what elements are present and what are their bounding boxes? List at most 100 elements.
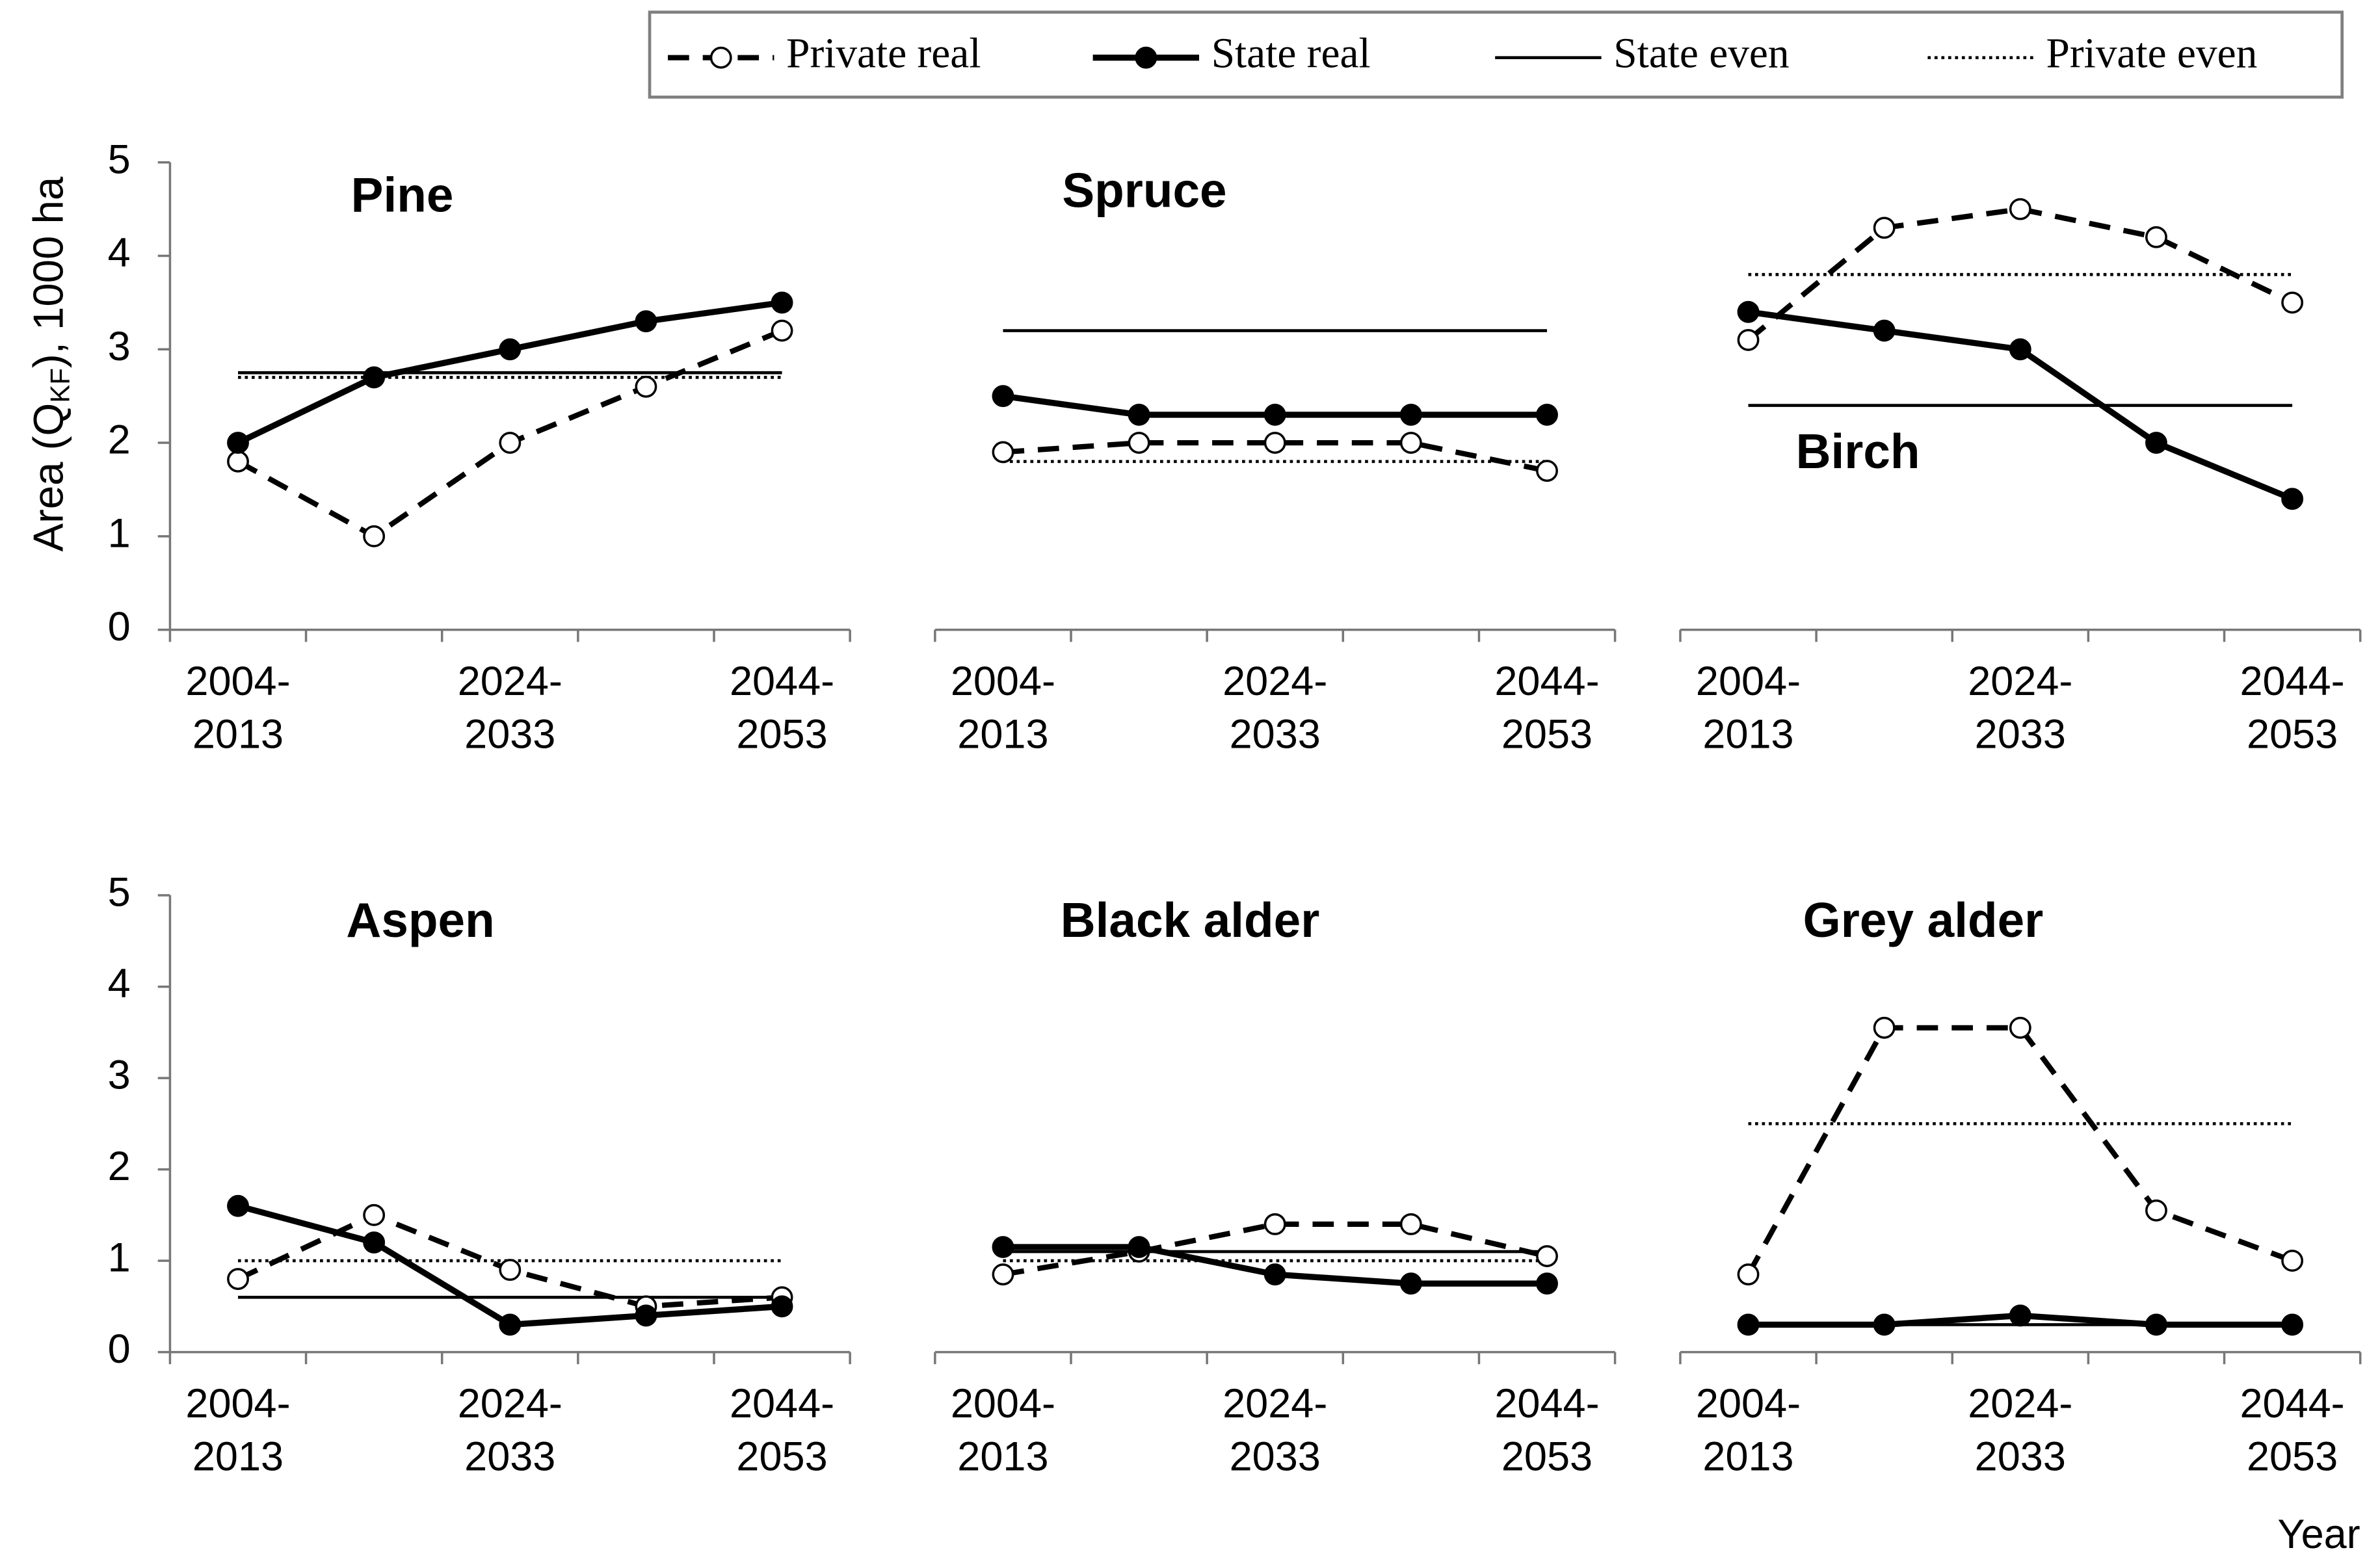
data-point — [1873, 217, 1896, 239]
x-tick-label: 2024- 2033 — [1968, 1380, 2073, 1480]
y-tick-label: 5 — [108, 137, 131, 182]
data-point — [227, 1268, 249, 1291]
data-point — [1399, 404, 1422, 426]
data-point — [635, 1304, 657, 1327]
y-tick-label: 4 — [108, 230, 131, 276]
x-tick-label: 2004- 2013 — [1695, 1380, 1801, 1480]
data-point — [1536, 404, 1558, 426]
data-point — [1536, 1245, 1558, 1267]
x-axis-label: Year — [2277, 1512, 2360, 1557]
x-tick-label: 2024- 2033 — [1223, 1380, 1328, 1480]
data-point — [1873, 319, 1896, 342]
data-point — [1128, 404, 1150, 426]
series-line — [1003, 440, 1548, 474]
panel-title: Birch — [1796, 424, 1920, 479]
data-point — [1536, 460, 1558, 482]
y-axis-label: Area (QKF), 1000 ha — [25, 176, 75, 551]
data-point — [2281, 488, 2304, 510]
data-point — [363, 1203, 386, 1226]
data-point — [2145, 432, 2167, 454]
legend-label: State real — [1211, 31, 1371, 77]
data-point — [2009, 1304, 2031, 1327]
y-tick-label: 0 — [108, 1326, 131, 1372]
x-tick-label: 2004- 2013 — [185, 658, 291, 757]
data-point — [1128, 432, 1150, 454]
legend-label: Private even — [2046, 31, 2258, 77]
data-point — [227, 450, 249, 473]
x-tick-label: 2044- 2053 — [2240, 1380, 2345, 1480]
x-tick-label: 2044- 2053 — [2240, 658, 2345, 757]
data-point — [499, 1259, 522, 1281]
series-line — [1002, 1221, 1548, 1278]
data-point — [2009, 338, 2031, 361]
x-tick-label: 2004- 2013 — [185, 1380, 291, 1480]
series-line — [1746, 206, 2294, 343]
data-point — [1737, 300, 1760, 323]
y-tick-label: 2 — [108, 1144, 131, 1189]
data-point — [1536, 1272, 1558, 1295]
y-tick-label: 1 — [108, 1235, 131, 1281]
data-point — [771, 1295, 793, 1318]
x-tick-label: 2004- 2013 — [950, 658, 1056, 757]
x-tick-label: 2024- 2033 — [457, 1380, 562, 1480]
panel-title: Pine — [351, 167, 454, 222]
data-point — [2009, 198, 2031, 220]
data-point — [992, 1236, 1014, 1258]
data-point — [992, 441, 1014, 464]
legend-marker — [1135, 46, 1157, 69]
data-point — [1263, 1213, 1286, 1235]
data-point — [992, 385, 1014, 408]
y-tick-label: 1 — [108, 510, 131, 556]
data-point — [1399, 1272, 1422, 1295]
y-tick-label: 4 — [108, 961, 131, 1006]
legend-label: Private real — [786, 31, 981, 77]
series-line — [1745, 1025, 2294, 1276]
x-tick-label: 2024- 2033 — [1968, 658, 2073, 757]
x-tick-label: 2044- 2053 — [729, 1380, 835, 1480]
data-point — [992, 1263, 1014, 1286]
data-point — [363, 525, 386, 547]
data-point — [771, 291, 793, 314]
data-point — [1399, 432, 1422, 454]
data-point — [2009, 1016, 2031, 1039]
data-point — [227, 1194, 249, 1217]
data-point — [1737, 1313, 1760, 1336]
data-point — [1399, 1213, 1422, 1235]
y-tick-label: 5 — [108, 870, 131, 915]
legend-label: State even — [1613, 31, 1789, 77]
data-point — [499, 1313, 522, 1336]
legend-marker — [709, 46, 732, 69]
data-point — [363, 366, 386, 389]
data-point — [1128, 1236, 1150, 1258]
y-tick-label: 3 — [108, 1053, 131, 1098]
x-tick-label: 2044- 2053 — [1494, 1380, 1600, 1480]
data-point — [1263, 404, 1286, 426]
data-point — [635, 375, 657, 398]
x-tick-label: 2024- 2033 — [457, 658, 562, 757]
data-point — [1873, 1016, 1896, 1039]
x-tick-label: 2004- 2013 — [950, 1380, 1056, 1480]
x-tick-label: 2004- 2013 — [1695, 658, 1801, 757]
data-point — [2281, 291, 2304, 314]
panel-title: Black alder — [1061, 893, 1320, 947]
data-point — [363, 1231, 386, 1254]
y-tick-label: 0 — [108, 604, 131, 650]
data-point — [1873, 1313, 1896, 1336]
x-tick-label: 2044- 2053 — [729, 658, 835, 757]
panel-title: Aspen — [346, 893, 494, 947]
data-point — [1737, 328, 1760, 351]
data-point — [1737, 1263, 1760, 1286]
y-axis-label-part: Area (Q — [25, 403, 72, 552]
data-point — [2281, 1313, 2304, 1336]
x-tick-label: 2044- 2053 — [1494, 658, 1600, 757]
y-tick-label: 3 — [108, 324, 131, 369]
data-point — [1263, 432, 1286, 454]
y-axis-label-part: KF — [45, 368, 75, 403]
data-point — [635, 310, 657, 333]
y-axis-label-part: ), 1000 ha — [25, 176, 72, 368]
data-point — [2281, 1250, 2304, 1272]
y-tick-label: 2 — [108, 417, 131, 463]
